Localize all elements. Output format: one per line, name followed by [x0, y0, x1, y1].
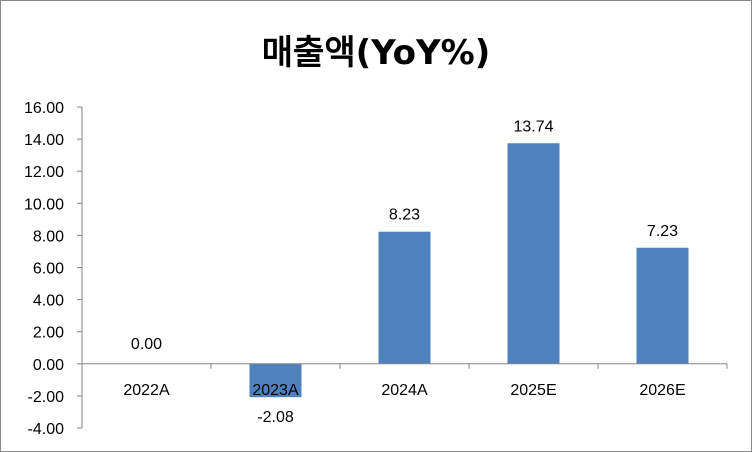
bar-2025E: [507, 143, 560, 364]
category-label: 2022A: [123, 382, 170, 399]
category-label: 2025E: [510, 382, 556, 399]
y-tick-label: 14.00: [24, 132, 64, 149]
y-tick-label: 8.00: [33, 228, 64, 245]
data-label: 0.00: [131, 336, 162, 353]
category-label: 2024A: [381, 382, 428, 399]
axes: [81, 107, 728, 428]
y-tick-label: 10.00: [24, 196, 64, 213]
category-label: 2023A: [252, 382, 299, 399]
y-tick-label: 4.00: [33, 293, 64, 310]
bar-2023A: [249, 363, 302, 398]
data-label: 7.23: [647, 223, 678, 240]
y-tick-label: -2.00: [28, 389, 65, 406]
data-label: -2.08: [257, 409, 294, 426]
y-tick-label: -4.00: [28, 421, 65, 438]
category-labels: 2022A 2023A 2024A 2025E 2026E: [123, 382, 685, 399]
data-labels: 0.00 -2.08 8.23 13.74 7.23: [131, 118, 678, 426]
bars: [249, 143, 689, 398]
y-tick-label: 12.00: [24, 164, 64, 181]
y-axis-ticks: -4.00 -2.00 0.00 2.00 4.00 6.00 8.00 10.00 12.00…: [24, 100, 82, 438]
data-label: 8.23: [389, 207, 420, 224]
y-tick-label: 0.00: [33, 357, 64, 374]
data-label: 13.74: [513, 118, 553, 135]
y-tick-label: 16.00: [24, 100, 64, 117]
y-tick-label: 2.00: [33, 325, 64, 342]
y-tick-label: 6.00: [33, 261, 64, 278]
bar-2026E: [636, 247, 689, 364]
category-label: 2026E: [639, 382, 685, 399]
chart-title: 매출액(YoY%): [262, 33, 490, 73]
bar-2024A: [378, 231, 431, 364]
